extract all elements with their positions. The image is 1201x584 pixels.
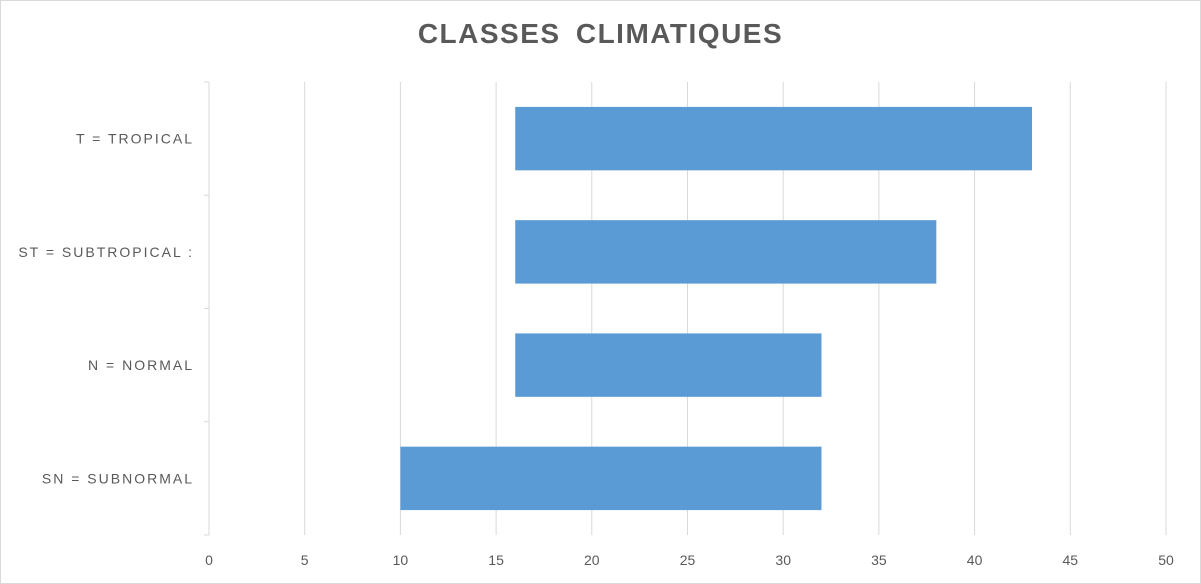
x-tick-label: 25: [680, 552, 696, 568]
x-tick-label: 45: [1063, 552, 1079, 568]
x-tick-label: 40: [967, 552, 983, 568]
x-tick-label: 10: [393, 552, 409, 568]
x-tick-label: 35: [871, 552, 887, 568]
category-label: N = NORMAL: [88, 357, 194, 373]
category-label: SN = SUBNORMAL: [42, 470, 194, 486]
x-tick-label: 15: [488, 552, 504, 568]
chart-title: CLASSES CLIMATIQUES: [417, 18, 784, 49]
category-labels: T = TROPICAL ST = SUBTROPICAL : N = NORMAL…: [18, 131, 194, 487]
category-label: ST = SUBTROPICAL :: [18, 244, 194, 260]
category-label: T = TROPICAL: [76, 131, 194, 147]
bar-2: [515, 220, 937, 284]
x-tick-label: 50: [1158, 552, 1174, 568]
bar-4: [400, 446, 822, 511]
bar-1: [515, 106, 1033, 171]
tick-labels: 0 5 10 15 20 25 30 35 40 45 50: [205, 552, 1174, 568]
x-tick-label: 0: [205, 552, 213, 568]
bar-3: [515, 333, 822, 397]
x-tick-label: 20: [584, 552, 600, 568]
axes: [204, 81, 210, 536]
bars: [400, 106, 1033, 511]
x-tick-label: 5: [301, 552, 309, 568]
x-tick-label: 30: [775, 552, 791, 568]
